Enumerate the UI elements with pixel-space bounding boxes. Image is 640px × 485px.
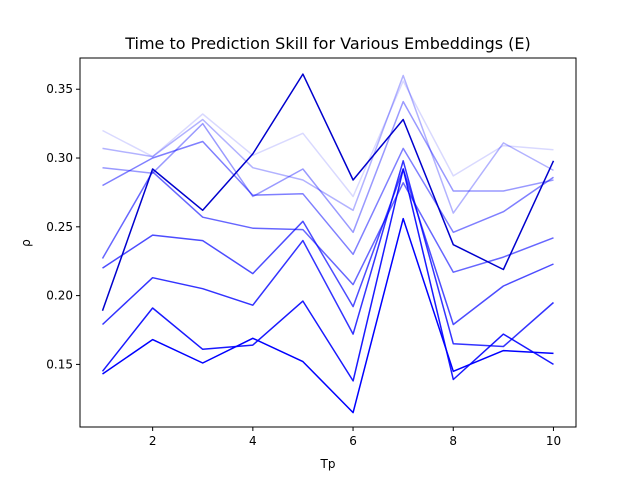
y-tick-label: 0.35 [46,82,73,96]
x-tick-label: 6 [349,434,357,448]
series-layer [101,73,555,414]
series-line-4 [102,168,554,326]
series-line-1 [102,217,554,414]
x-axis-label: Tp [320,457,336,471]
y-tick-label: 0.25 [46,220,73,234]
y-tick-label: 0.30 [46,151,73,165]
y-tick-label: 0.20 [46,289,73,303]
x-tick-label: 4 [249,434,257,448]
y-tick-label: 0.15 [46,357,73,371]
series-line-6 [102,140,554,256]
series-line-5 [101,171,554,286]
series-line-9 [102,80,554,198]
series-line-10 [101,73,555,311]
ticks-layer: 2 4 6 8 10 0.15 0.20 0.25 0.30 0.35 [46,82,561,448]
plot-frame [79,57,577,428]
x-tick-label: 2 [149,434,157,448]
series-line-2 [101,168,554,382]
x-tick-label: 10 [546,434,561,448]
y-axis-label: ρ [19,239,33,247]
series-line-7 [102,100,554,234]
chart-title: Time to Prediction Skill for Various Emb… [124,34,531,53]
x-tick-label: 8 [449,434,457,448]
series-line-8 [102,74,554,214]
series-line-3 [101,160,554,348]
